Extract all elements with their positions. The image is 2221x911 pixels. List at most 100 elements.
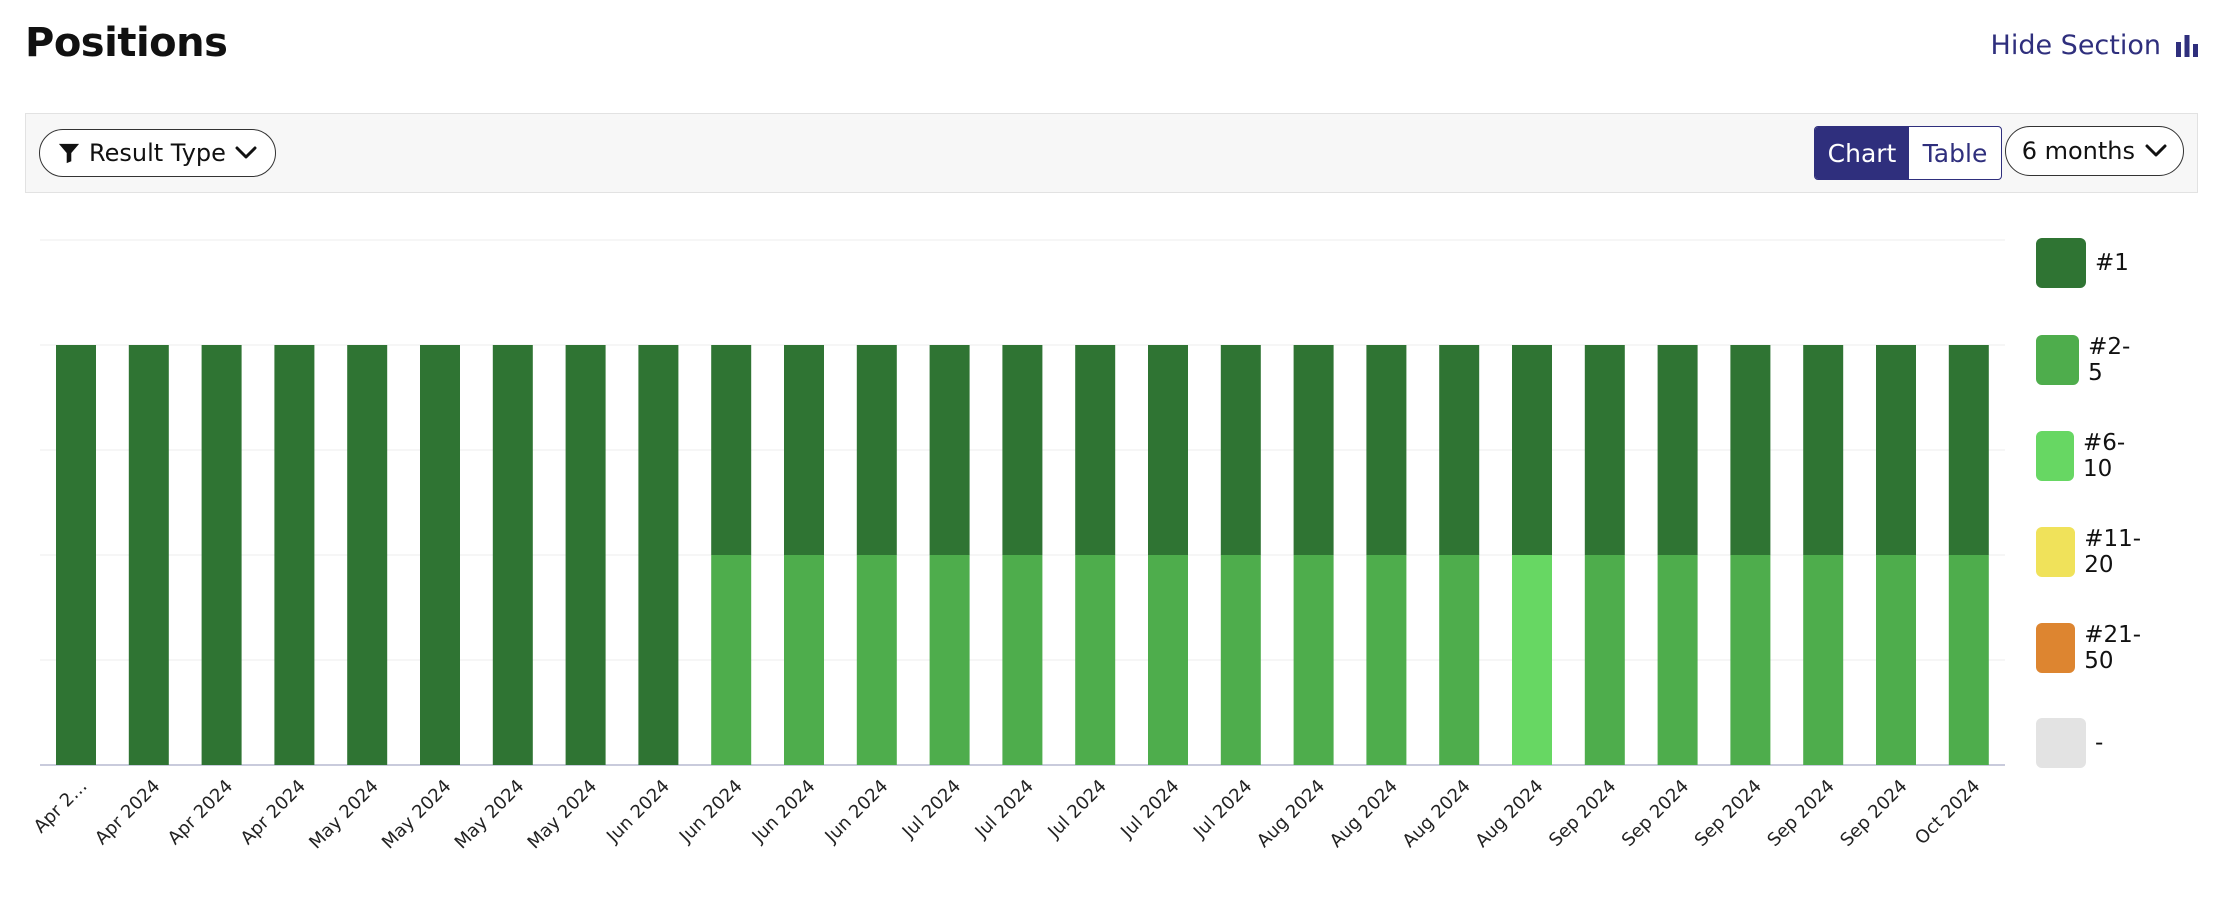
x-tick-label: Aug 2024 [1326, 776, 1402, 852]
bar-segment[interactable] [274, 345, 315, 765]
bar-segment[interactable] [420, 345, 460, 765]
x-tick-label: Jun 2024 [675, 776, 747, 848]
bar-segment[interactable] [1657, 555, 1698, 765]
bar-segment[interactable] [201, 345, 242, 765]
legend-label: #6-10 [2082, 430, 2126, 482]
date-range-dropdown[interactable]: 6 months [2004, 126, 2184, 176]
x-tick-label: Jul 2024 [898, 776, 965, 843]
bar-segment[interactable] [1075, 345, 1116, 555]
bar-segment[interactable] [1439, 345, 1480, 555]
x-tick-label: Sep 2024 [1691, 776, 1766, 851]
x-tick-label: Sep 2024 [1618, 776, 1693, 851]
x-tick-label: Jul 2024 [1116, 776, 1183, 843]
bar-segment[interactable] [1366, 555, 1407, 765]
bar-chart-icon [2176, 34, 2198, 57]
bar-segment[interactable] [1220, 555, 1261, 765]
table-view-button[interactable]: Table [1922, 138, 1988, 168]
bar-segment[interactable] [1293, 555, 1334, 765]
x-tick-label: May 2024 [378, 776, 456, 854]
view-toggle: Chart Table [1814, 126, 2002, 180]
x-tick-label: Sep 2024 [1545, 776, 1620, 851]
bar-segment[interactable] [1803, 345, 1844, 555]
legend-item[interactable]: #21-50 [2036, 622, 2152, 674]
hide-section-link[interactable]: Hide Section [1991, 30, 2199, 61]
legend-swatch [2036, 527, 2076, 577]
bar-segment[interactable] [638, 345, 679, 765]
bar-segment[interactable] [1876, 555, 1916, 765]
x-tick-label: May 2024 [524, 776, 602, 854]
bar-segment[interactable] [1148, 345, 1188, 555]
bar-segment[interactable] [1948, 555, 1989, 765]
bar-segment[interactable] [1948, 345, 1989, 555]
bar-segment[interactable] [929, 555, 970, 765]
legend-swatch [2036, 718, 2086, 768]
x-tick-label: Apr 2… [30, 776, 92, 838]
bar-segment[interactable] [1512, 555, 1552, 765]
bar-segment[interactable] [565, 345, 606, 765]
bar-segment[interactable] [1876, 345, 1916, 555]
hide-section-label: Hide Section [1990, 30, 2161, 61]
legend-item[interactable]: #6-10 [2036, 430, 2137, 482]
bar-segment[interactable] [1803, 555, 1844, 765]
filter-icon [58, 143, 80, 164]
x-tick-label: Apr 2024 [164, 776, 237, 849]
x-tick-label: Jun 2024 [602, 776, 674, 848]
bar-segment[interactable] [1148, 555, 1188, 765]
legend-label: #11-20 [2084, 526, 2142, 578]
x-tick-label: Jun 2024 [748, 776, 820, 848]
bar-segment[interactable] [711, 555, 752, 765]
result-type-filter-button[interactable]: Result Type [39, 129, 276, 177]
chevron-down-icon [2145, 144, 2167, 157]
bar-segment[interactable] [1657, 345, 1698, 555]
date-range-label: 6 months [2021, 137, 2135, 165]
bar-segment[interactable] [929, 345, 970, 555]
legend-swatch [2036, 335, 2080, 385]
x-tick-label: Aug 2024 [1399, 776, 1475, 852]
x-tick-label: Jul 2024 [1043, 776, 1110, 843]
bar-segment[interactable] [1584, 345, 1625, 555]
legend-label: - [2095, 730, 2104, 756]
bar-segment[interactable] [1002, 345, 1043, 555]
bar-segment[interactable] [1075, 555, 1116, 765]
bar-segment[interactable] [1584, 555, 1625, 765]
bar-segment[interactable] [1220, 345, 1261, 555]
legend-item[interactable]: #11-20 [2036, 526, 2152, 578]
bar-segment[interactable] [1512, 345, 1552, 555]
legend-item[interactable]: - [2036, 718, 2103, 768]
bar-segment[interactable] [1293, 345, 1334, 555]
bar-segment[interactable] [1730, 555, 1771, 765]
bar-segment[interactable] [856, 345, 897, 555]
bar-segment[interactable] [784, 345, 824, 555]
bar-segment[interactable] [1366, 345, 1407, 555]
legend-swatch [2036, 431, 2074, 481]
bar-segment[interactable] [347, 345, 388, 765]
bar-segment[interactable] [856, 555, 897, 765]
bar-segment[interactable] [1730, 345, 1771, 555]
positions-chart: Apr 2… Apr 2024 Apr 2024 Apr 2024 May 2024 Ma… [0, 200, 2030, 904]
result-type-label: Result Type [89, 139, 226, 167]
x-tick-label: Sep 2024 [1763, 776, 1838, 851]
bar-segment[interactable] [1439, 555, 1480, 765]
x-tick-label: Apr 2024 [237, 776, 310, 849]
chart-view-button[interactable]: Chart [1815, 127, 1909, 179]
bar-segment[interactable] [1002, 555, 1043, 765]
x-tick-label: Jun 2024 [820, 776, 892, 848]
bar-segment[interactable] [492, 345, 533, 765]
x-tick-label: May 2024 [451, 776, 529, 854]
bar-segment[interactable] [784, 555, 824, 765]
legend-item[interactable]: #2-5 [2036, 334, 2137, 386]
x-tick-label: Jul 2024 [971, 776, 1038, 843]
legend-swatch [2036, 238, 2086, 288]
legend-label: #2-5 [2088, 334, 2131, 386]
legend-label: #1 [2095, 250, 2129, 276]
x-tick-label: Aug 2024 [1471, 776, 1547, 852]
bar-segment[interactable] [711, 345, 752, 555]
x-tick-label: Oct 2024 [1911, 776, 1984, 849]
page-title: Positions [25, 20, 228, 66]
legend-item[interactable]: #1 [2036, 238, 2129, 288]
bar-segment[interactable] [128, 345, 169, 765]
bar-segment[interactable] [56, 345, 96, 765]
x-tick-label: May 2024 [305, 776, 383, 854]
x-tick-label: Sep 2024 [1836, 776, 1911, 851]
